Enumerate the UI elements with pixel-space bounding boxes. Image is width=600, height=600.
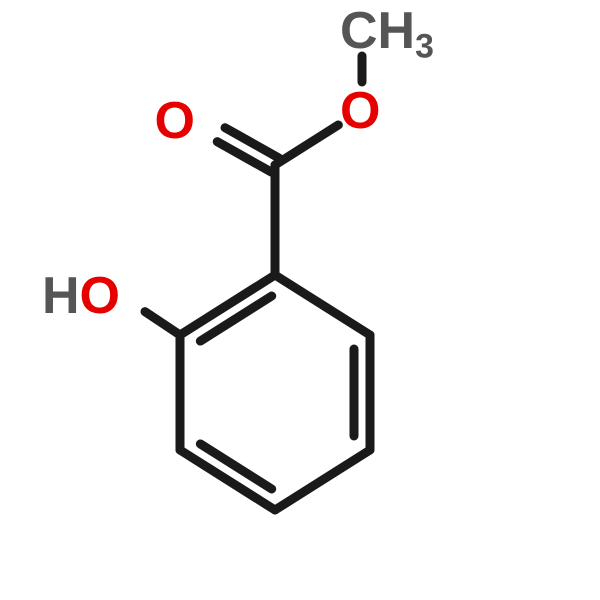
molecule-diagram: O O CH3 HO	[0, 0, 600, 600]
atom-labels-layer: O O CH3 HO	[42, 2, 434, 325]
atom-label-oSng: O	[340, 82, 380, 140]
atom-label-oH: HO	[42, 267, 120, 325]
atom-label-ch3: CH3	[340, 2, 434, 65]
atom-label-oDbl: O	[155, 92, 195, 150]
